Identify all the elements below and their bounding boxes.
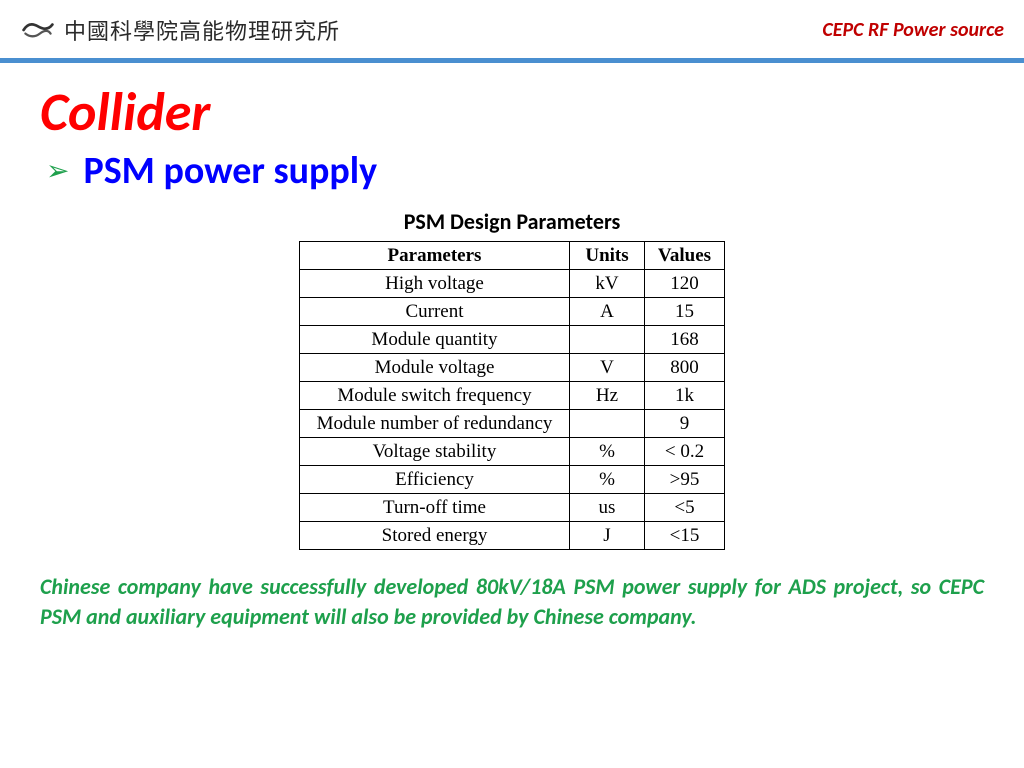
footer-note: Chinese company have successfully develo… [0, 572, 1024, 631]
header-title: CEPC RF Power source [822, 18, 1004, 42]
table-row: Module number of redundancy 9 [300, 410, 725, 438]
subtitle-row: ➢ PSM power supply [46, 148, 984, 194]
slide-content: Collider ➢ PSM power supply PSM Design P… [0, 63, 1024, 550]
table-cell: Turn-off time [300, 494, 570, 522]
table-row: Module switch frequencyHz1k [300, 382, 725, 410]
institute-name-chinese: 中國科學院高能物理研究所 [64, 14, 340, 46]
table-cell: >95 [645, 466, 725, 494]
col-header-values: Values [645, 242, 725, 270]
table-cell: Current [300, 298, 570, 326]
table-cell [570, 410, 645, 438]
table-cell: us [570, 494, 645, 522]
table-cell: 9 [645, 410, 725, 438]
table-cell: 168 [645, 326, 725, 354]
table-cell: Module switch frequency [300, 382, 570, 410]
table-cell: % [570, 438, 645, 466]
logo-area: 中國科學院高能物理研究所 [20, 14, 340, 46]
col-header-units: Units [570, 242, 645, 270]
table-cell: High voltage [300, 270, 570, 298]
table-row: Voltage stability%< 0.2 [300, 438, 725, 466]
slide-title: Collider [40, 83, 984, 142]
table-cell: Module quantity [300, 326, 570, 354]
table-cell: 800 [645, 354, 725, 382]
table-row: Stored energyJ<15 [300, 522, 725, 550]
table-cell: kV [570, 270, 645, 298]
table-cell: 120 [645, 270, 725, 298]
subtitle: PSM power supply [83, 148, 377, 194]
ihep-logo-icon [20, 17, 56, 43]
table-cell: Hz [570, 382, 645, 410]
table-cell: % [570, 466, 645, 494]
table-row: Module voltageV800 [300, 354, 725, 382]
slide-header: 中國科學院高能物理研究所 CEPC RF Power source [0, 0, 1024, 58]
table-cell: V [570, 354, 645, 382]
table-cell: <15 [645, 522, 725, 550]
table-row: Turn-off timeus<5 [300, 494, 725, 522]
table-cell: A [570, 298, 645, 326]
table-row: High voltagekV120 [300, 270, 725, 298]
table-cell: <5 [645, 494, 725, 522]
col-header-parameters: Parameters [300, 242, 570, 270]
table-cell: Stored energy [300, 522, 570, 550]
parameters-table: Parameters Units Values High voltagekV12… [299, 241, 725, 550]
table-header-row: Parameters Units Values [300, 242, 725, 270]
bullet-arrow-icon: ➢ [46, 157, 69, 185]
table-row: CurrentA15 [300, 298, 725, 326]
table-cell: Voltage stability [300, 438, 570, 466]
table-cell: Efficiency [300, 466, 570, 494]
table-row: Efficiency%>95 [300, 466, 725, 494]
table-cell: 1k [645, 382, 725, 410]
table-caption: PSM Design Parameters [40, 208, 984, 235]
table-cell [570, 326, 645, 354]
table-cell: Module number of redundancy [300, 410, 570, 438]
table-cell: J [570, 522, 645, 550]
table-row: Module quantity 168 [300, 326, 725, 354]
table-cell: < 0.2 [645, 438, 725, 466]
table-cell: Module voltage [300, 354, 570, 382]
table-cell: 15 [645, 298, 725, 326]
